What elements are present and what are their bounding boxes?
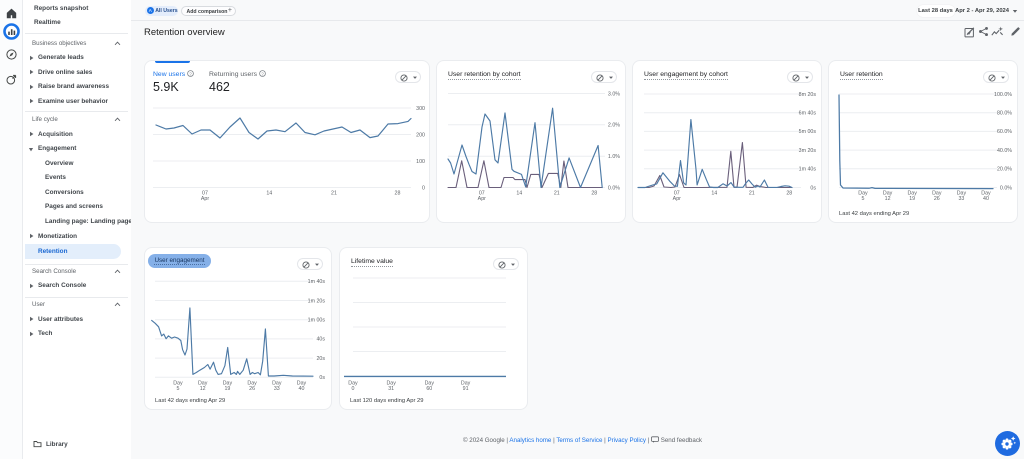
svg-text:28: 28 — [591, 191, 597, 197]
svg-text:19: 19 — [909, 196, 915, 202]
svg-text:1m 00s: 1m 00s — [308, 318, 326, 324]
svg-text:33: 33 — [274, 386, 280, 392]
svg-text:3.0%: 3.0% — [608, 91, 620, 97]
svg-text:Day: Day — [858, 191, 868, 197]
svg-text:200: 200 — [416, 132, 425, 138]
svg-text:Day: Day — [461, 381, 471, 387]
svg-text:14: 14 — [266, 191, 272, 197]
svg-text:6m 40s: 6m 40s — [799, 111, 817, 117]
svg-text:40s: 40s — [316, 337, 325, 343]
svg-text:21: 21 — [331, 191, 337, 197]
svg-text:Apr: Apr — [201, 196, 209, 202]
svg-text:31: 31 — [388, 386, 394, 392]
svg-text:12: 12 — [885, 196, 891, 202]
svg-text:Day: Day — [173, 381, 183, 387]
svg-text:Day: Day — [957, 191, 967, 197]
svg-text:21: 21 — [554, 191, 560, 197]
svg-text:Day: Day — [297, 381, 307, 387]
svg-text:07: 07 — [674, 191, 680, 197]
svg-text:12: 12 — [200, 386, 206, 392]
svg-text:26: 26 — [934, 196, 940, 202]
svg-text:Apr: Apr — [478, 196, 486, 202]
svg-text:21: 21 — [749, 191, 755, 197]
svg-text:8m 20s: 8m 20s — [799, 92, 817, 98]
svg-text:Day: Day — [247, 381, 257, 387]
svg-text:0: 0 — [352, 386, 355, 392]
svg-text:07: 07 — [202, 191, 208, 197]
svg-text:Day: Day — [223, 381, 233, 387]
svg-text:Day: Day — [425, 381, 435, 387]
svg-text:26: 26 — [249, 386, 255, 392]
svg-text:07: 07 — [479, 191, 485, 197]
svg-text:0: 0 — [422, 185, 425, 191]
svg-text:40: 40 — [983, 196, 989, 202]
svg-text:5: 5 — [177, 386, 180, 392]
svg-text:Day: Day — [272, 381, 282, 387]
svg-text:Apr: Apr — [673, 196, 681, 202]
svg-text:?: ? — [189, 71, 192, 76]
svg-text:1m 40s: 1m 40s — [308, 279, 326, 285]
svg-text:60: 60 — [426, 386, 432, 392]
svg-text:Day: Day — [883, 191, 893, 197]
svg-text:40: 40 — [299, 386, 305, 392]
svg-text:Day: Day — [348, 381, 358, 387]
svg-text:5: 5 — [862, 196, 865, 202]
svg-text:0s: 0s — [810, 185, 816, 191]
svg-text:20s: 20s — [316, 356, 325, 362]
svg-text:0.0%: 0.0% — [608, 185, 620, 191]
svg-text:3m 20s: 3m 20s — [799, 148, 817, 154]
svg-text:80.0%: 80.0% — [997, 111, 1012, 117]
svg-text:91: 91 — [463, 386, 469, 392]
svg-text:28: 28 — [786, 191, 792, 197]
svg-text:Day: Day — [386, 381, 396, 387]
svg-text:100: 100 — [416, 159, 425, 165]
svg-text:19: 19 — [224, 386, 230, 392]
svg-text:28: 28 — [395, 191, 401, 197]
svg-text:14: 14 — [711, 191, 717, 197]
svg-text:300: 300 — [416, 106, 425, 112]
svg-text:40.0%: 40.0% — [997, 148, 1012, 154]
svg-text:1m 20s: 1m 20s — [308, 298, 326, 304]
svg-text:100.0%: 100.0% — [994, 92, 1012, 98]
svg-text:Day: Day — [198, 381, 208, 387]
svg-text:14: 14 — [516, 191, 522, 197]
svg-text:?: ? — [261, 71, 264, 76]
svg-text:Day: Day — [907, 191, 917, 197]
svg-text:Day: Day — [981, 191, 991, 197]
svg-text:Day: Day — [932, 191, 942, 197]
svg-text:2.0%: 2.0% — [608, 123, 620, 129]
svg-text:60.0%: 60.0% — [997, 129, 1012, 135]
svg-text:0s: 0s — [319, 375, 325, 381]
svg-text:1m 40s: 1m 40s — [799, 167, 817, 173]
svg-text:0.0%: 0.0% — [1000, 185, 1012, 191]
svg-text:33: 33 — [958, 196, 964, 202]
svg-text:5m 00s: 5m 00s — [799, 129, 817, 135]
svg-text:1.0%: 1.0% — [608, 154, 620, 160]
svg-text:20.0%: 20.0% — [997, 167, 1012, 173]
